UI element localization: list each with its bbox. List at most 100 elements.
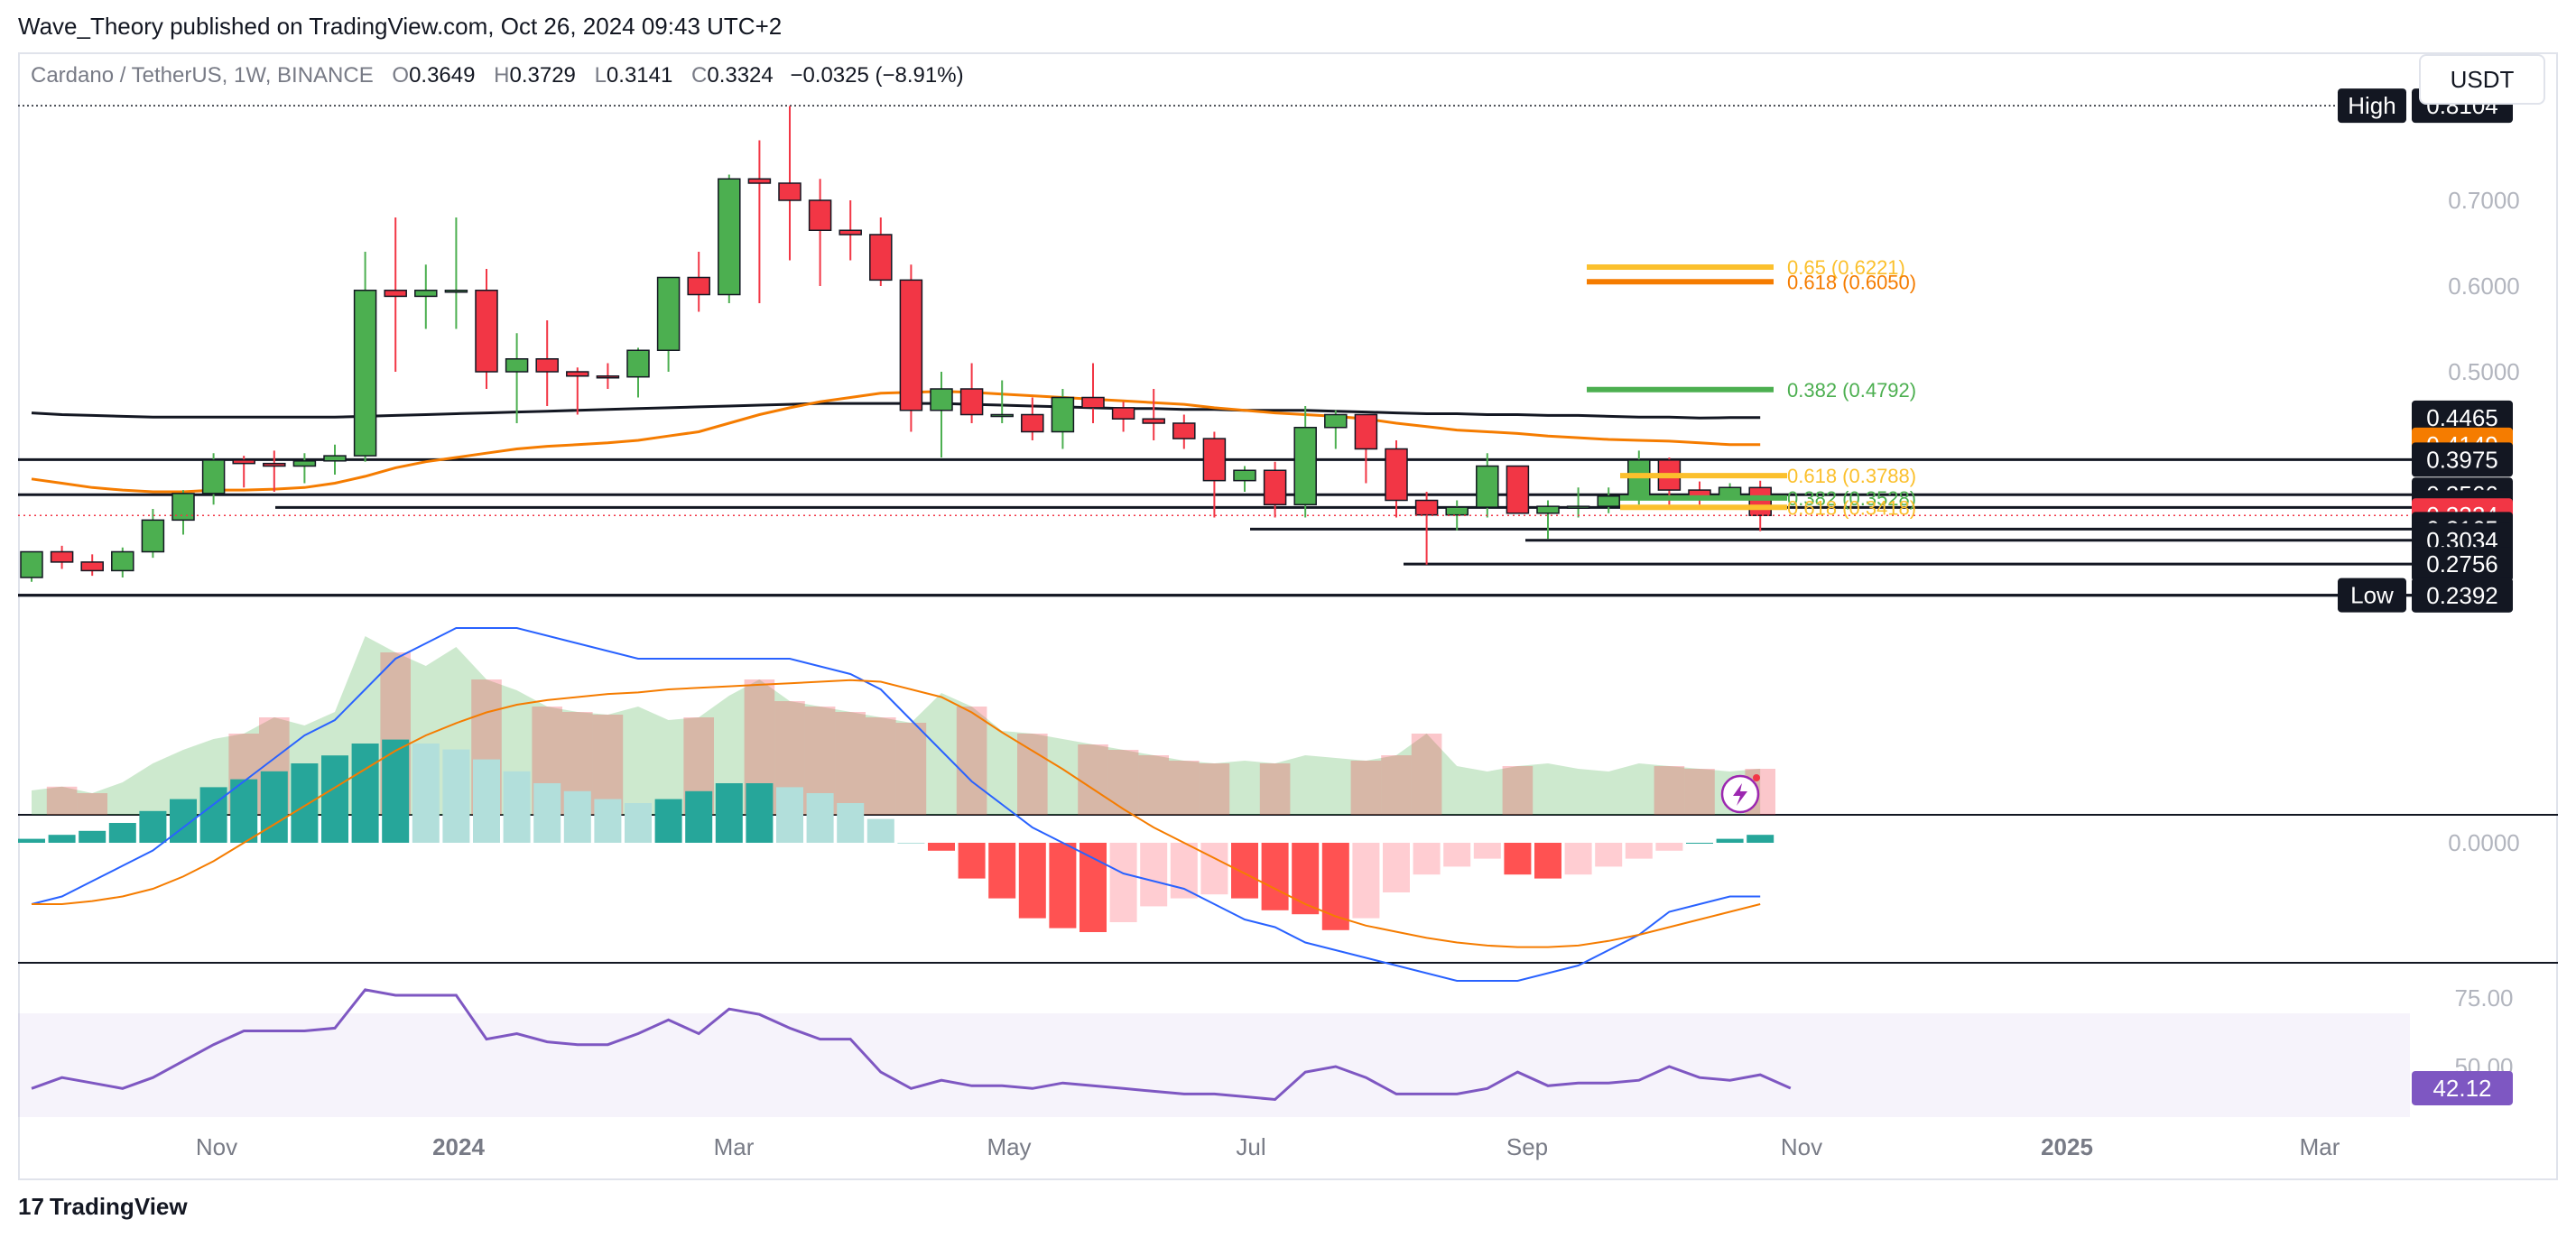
macd-histogram-bar (1413, 843, 1441, 875)
macd-histogram-bar (108, 823, 136, 843)
macd-histogram-bar (1231, 843, 1258, 899)
macd-histogram-bar (1473, 843, 1501, 859)
volume-bar-down (46, 786, 78, 815)
price-label-text: 0.2392 (2426, 582, 2498, 609)
macd-histogram-bar (79, 830, 107, 843)
macd-histogram-bar (1716, 838, 1744, 843)
volume-bar-down (1017, 734, 1048, 815)
macd-histogram-bar (1383, 843, 1410, 892)
candle-body (656, 276, 681, 351)
volume-bar-down (592, 715, 624, 815)
macd-histogram-bar (139, 810, 167, 843)
candle-body (566, 371, 589, 377)
symbol-name: Cardano / TetherUS, 1W, BINANCE (31, 63, 374, 88)
macd-histogram-bar (563, 790, 591, 843)
candle-body (1142, 418, 1165, 424)
macd-histogram-bar (533, 783, 561, 843)
price-axis-tick: 0.7000 (2448, 187, 2520, 214)
publisher-line: Wave_Theory published on TradingView.com… (18, 13, 783, 40)
macd-histogram-bar (1595, 843, 1623, 867)
macd-histogram-bar (48, 835, 76, 843)
candle-body (1263, 469, 1287, 505)
candle-body (1111, 407, 1135, 420)
symbol-header: Cardano / TetherUS, 1W, BINANCE O0.3649 … (31, 63, 964, 88)
candle-body (839, 229, 862, 236)
tradingview-logo[interactable]: 17 TradingView (18, 1193, 188, 1221)
candle-body (1021, 413, 1044, 433)
candle-body (1718, 486, 1742, 497)
price-label-text: 0.2756 (2426, 550, 2498, 577)
candle-body (1506, 465, 1530, 514)
macd-histogram-bar (473, 759, 500, 843)
macd-histogram-bar (1625, 843, 1653, 859)
candle-body (626, 349, 650, 378)
macd-histogram-bar (382, 739, 410, 843)
macd-histogram-bar (1200, 843, 1228, 895)
high-value: 0.3729 (509, 63, 576, 88)
candle-body (141, 519, 165, 553)
candle-body (20, 550, 43, 578)
candle-body (1354, 413, 1378, 450)
extreme-tag-label: High (2348, 92, 2395, 119)
fib-level-label: 0.382 (0.4792) (1787, 379, 1916, 402)
tradingview-brand: TradingView (49, 1193, 188, 1220)
macd-histogram-bar (1170, 843, 1198, 899)
macd-histogram-bar (442, 749, 470, 843)
candle-body (384, 290, 407, 298)
notification-dot (1753, 774, 1760, 781)
extreme-tag-label: Low (2350, 582, 2394, 609)
change-value: −0.0325 (−8.91%) (790, 63, 964, 88)
macd-histogram-bar (746, 783, 774, 843)
open-value: 0.3649 (409, 63, 476, 88)
macd-histogram-bar (1443, 843, 1471, 867)
candle-body (1597, 495, 1620, 507)
close-label: C (691, 63, 708, 88)
macd-histogram-bar (715, 783, 743, 843)
volume-bar-down (895, 723, 927, 815)
candle-body (1385, 448, 1408, 502)
candle-body (959, 388, 984, 416)
rsi-band (18, 1013, 2410, 1117)
candle-body (353, 290, 377, 457)
chart-frame[interactable] (18, 52, 2558, 1180)
time-axis-tick: May (987, 1133, 1031, 1160)
volume-bar-down (866, 717, 896, 815)
macd-histogram-bar (837, 803, 865, 843)
candle-body (718, 178, 741, 296)
macd-histogram-bar (1109, 843, 1137, 922)
macd-histogram-bar (199, 787, 227, 843)
volume-bar-down (835, 712, 866, 815)
volume-bar-down (1107, 750, 1139, 815)
price-axis-tick: 0.6000 (2448, 273, 2520, 300)
macd-histogram-bar (291, 763, 319, 843)
candle-body (1566, 505, 1590, 509)
extreme-tag-box (2338, 88, 2406, 124)
tradingview-mark-icon: 17 (18, 1193, 44, 1220)
time-axis-tick: 2024 (432, 1133, 485, 1160)
rsi-last-value: 42.12 (2432, 1075, 2491, 1102)
candle-body (232, 459, 255, 465)
fib-level-label: 0.618 (0.3788) (1787, 465, 1916, 487)
macd-histogram-bar (1655, 843, 1683, 851)
price-axis-tick: 0.5000 (2448, 358, 2520, 385)
time-axis-tick: Sep (1506, 1133, 1548, 1160)
macd-histogram-bar (806, 793, 834, 843)
candle-body (1536, 505, 1560, 514)
low-value: 0.3141 (606, 63, 673, 88)
candle-body (444, 290, 468, 293)
price-label-box (2412, 442, 2513, 477)
macd-histogram-bar (1292, 843, 1320, 915)
macd-histogram-bar (625, 803, 652, 843)
macd-histogram-bar (1261, 843, 1289, 910)
low-label: L (594, 63, 607, 88)
volume-bar-down (956, 707, 987, 815)
candle-body (1324, 413, 1348, 429)
currency-selector[interactable]: USDT (2419, 54, 2545, 105)
candle-body (201, 459, 226, 494)
macd-signal-line (32, 679, 1761, 948)
macd-histogram-bar (351, 744, 379, 843)
time-axis-tick: 2025 (2041, 1133, 2093, 1160)
macd-histogram-bar (230, 779, 258, 843)
macd-histogram-bar (1534, 843, 1561, 879)
